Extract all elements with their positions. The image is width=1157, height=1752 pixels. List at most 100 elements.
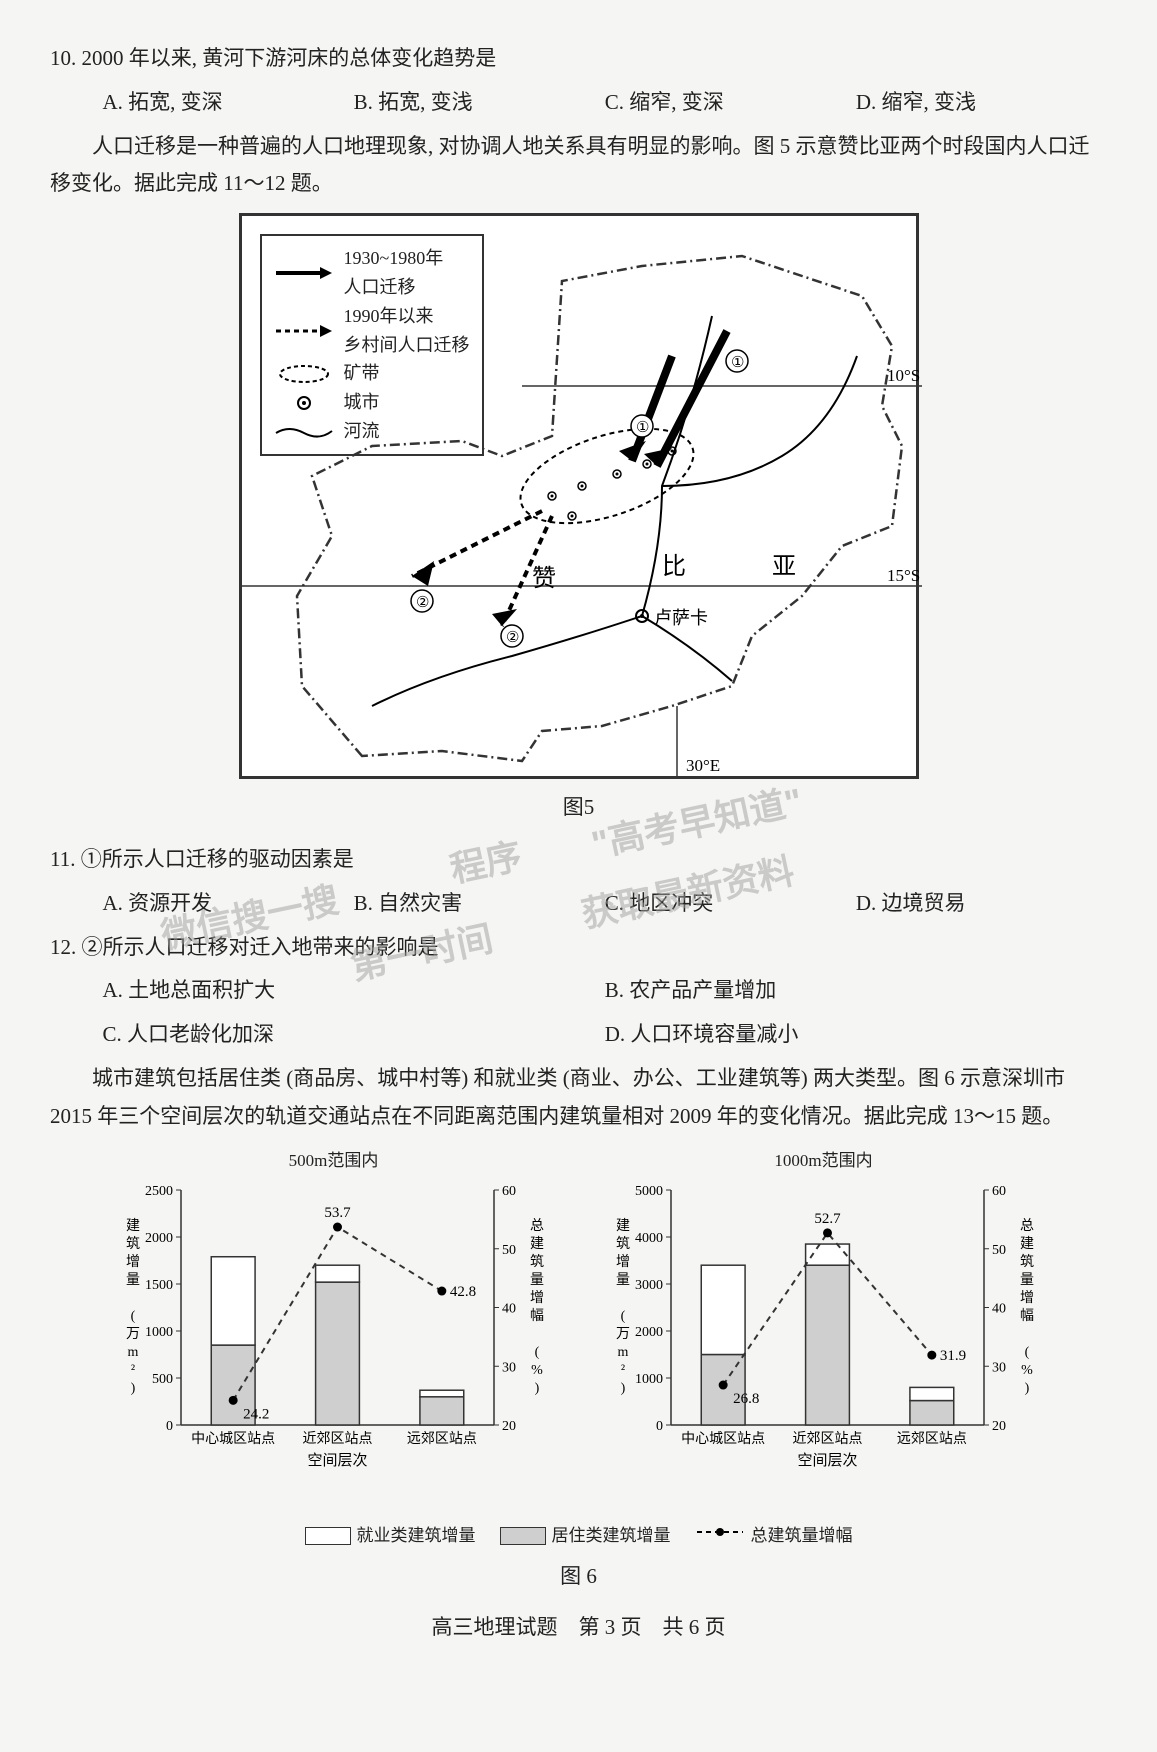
svg-text:m: m xyxy=(127,1345,138,1360)
svg-text:增: 增 xyxy=(126,1254,140,1270)
svg-text:%: % xyxy=(1021,1363,1033,1378)
question-11-options: A. 资源开发 B. 自然灾害 C. 地区冲突 D. 边境贸易 xyxy=(103,885,1108,923)
svg-text:建: 建 xyxy=(616,1218,630,1234)
passage-1-p1: 人口迁移是一种普遍的人口地理现象, 对协调人地关系具有明显的影响。图 5 示意赞… xyxy=(50,128,1107,204)
line-marker-icon xyxy=(695,1521,745,1552)
lusaka-label: 卢萨卡 xyxy=(654,608,708,628)
question-12-options-row1: A. 土地总面积扩大 B. 农产品产量增加 xyxy=(103,972,1108,1010)
svg-text:2000: 2000 xyxy=(635,1325,663,1340)
svg-text:24.2: 24.2 xyxy=(243,1406,269,1422)
option-12A: A. 土地总面积扩大 xyxy=(103,972,605,1010)
svg-text:): ) xyxy=(620,1381,625,1396)
legend-employment: 就业类建筑增量 xyxy=(305,1521,476,1552)
svg-text:42.8: 42.8 xyxy=(449,1284,475,1300)
svg-text:3000: 3000 xyxy=(635,1278,663,1293)
svg-text:): ) xyxy=(534,1381,539,1396)
svg-text:(: ( xyxy=(534,1345,539,1360)
svg-text:20: 20 xyxy=(502,1419,516,1434)
question-11-text: 11. ①所示人口迁移的驱动因素是 xyxy=(50,841,1107,879)
charts-wrap: 500m范围内 050010001500200025002030405060中心… xyxy=(50,1146,1107,1513)
svg-text:建: 建 xyxy=(530,1236,544,1252)
svg-text:30: 30 xyxy=(992,1360,1006,1375)
svg-text:总: 总 xyxy=(1020,1218,1034,1234)
svg-text:远郊区站点: 远郊区站点 xyxy=(406,1430,476,1447)
bi-char: 比 xyxy=(662,553,686,580)
svg-text:): ) xyxy=(1024,1381,1029,1396)
chart-500m: 500m范围内 050010001500200025002030405060中心… xyxy=(119,1146,549,1513)
svg-text:空间层次: 空间层次 xyxy=(797,1452,857,1469)
chart-1000m-svg: 0100020003000400050002030405060中心城区站点近郊区… xyxy=(609,1180,1039,1500)
svg-text:2000: 2000 xyxy=(145,1231,173,1246)
svg-text:增: 增 xyxy=(1020,1290,1034,1306)
chart-500m-svg: 050010001500200025002030405060中心城区站点近郊区站… xyxy=(119,1180,549,1500)
lat15-label: 15°S xyxy=(887,566,920,585)
option-11D: D. 边境贸易 xyxy=(856,885,1107,923)
chart-500m-title: 500m范围内 xyxy=(119,1146,549,1177)
svg-text:总: 总 xyxy=(530,1218,544,1234)
option-11C: C. 地区冲突 xyxy=(605,885,856,923)
question-10-options: A. 拓宽, 变深 B. 拓宽, 变浅 C. 缩窄, 变深 D. 缩窄, 变浅 xyxy=(103,84,1108,122)
svg-text:(: ( xyxy=(620,1309,625,1324)
svg-text:1000: 1000 xyxy=(635,1372,663,1387)
svg-text:筑: 筑 xyxy=(616,1236,630,1252)
svg-text:20: 20 xyxy=(992,1419,1006,1434)
question-10-text: 10. 2000 年以来, 黄河下游河床的总体变化趋势是 xyxy=(50,40,1107,78)
svg-text:幅: 幅 xyxy=(530,1308,544,1324)
svg-text:0: 0 xyxy=(656,1419,663,1434)
svg-text:建: 建 xyxy=(126,1218,140,1234)
option-12C: C. 人口老龄化加深 xyxy=(103,1016,605,1054)
svg-text:近郊区站点: 近郊区站点 xyxy=(792,1430,862,1447)
svg-text:30: 30 xyxy=(502,1360,516,1375)
passage-2: 城市建筑包括居住类 (商品房、城中村等) 和就业类 (商业、办公、工业建筑等) … xyxy=(50,1060,1107,1136)
svg-text:50: 50 xyxy=(992,1243,1006,1258)
svg-text:60: 60 xyxy=(502,1184,516,1199)
svg-text:增: 增 xyxy=(530,1290,544,1306)
svg-text:量: 量 xyxy=(616,1272,630,1288)
option-11B: B. 自然灾害 xyxy=(354,885,605,923)
lat10-label: 10°S xyxy=(887,366,920,385)
svg-text:远郊区站点: 远郊区站点 xyxy=(896,1430,966,1447)
svg-text:5000: 5000 xyxy=(635,1184,663,1199)
svg-text:中心城区站点: 中心城区站点 xyxy=(191,1431,275,1447)
svg-text:60: 60 xyxy=(992,1184,1006,1199)
svg-text:②: ② xyxy=(506,630,519,646)
legend-residential: 居住类建筑增量 xyxy=(500,1521,671,1552)
svg-text:4000: 4000 xyxy=(635,1231,663,1246)
svg-text:②: ② xyxy=(416,595,429,611)
svg-text:50: 50 xyxy=(502,1243,516,1258)
figure-5-wrap: 1930~1980年 人口迁移 1990年以来 乡村间人口迁移 xyxy=(50,213,1107,779)
arrow-2-b: ② xyxy=(411,511,542,612)
svg-text:(: ( xyxy=(1024,1345,1029,1360)
svg-text:26.8: 26.8 xyxy=(733,1391,759,1407)
swatch-white-icon xyxy=(305,1527,351,1545)
page-footer: 高三地理试题 第 3 页 共 6 页 xyxy=(50,1609,1107,1647)
svg-text:0: 0 xyxy=(166,1419,173,1434)
map-box: 1930~1980年 人口迁移 1990年以来 乡村间人口迁移 xyxy=(239,213,919,779)
svg-text:53.7: 53.7 xyxy=(324,1205,351,1221)
figure-6-caption: 图 6 xyxy=(50,1558,1107,1596)
svg-text:%: % xyxy=(531,1363,543,1378)
swatch-grey-icon xyxy=(500,1527,546,1545)
option-12B: B. 农产品产量增加 xyxy=(605,972,1107,1010)
svg-text:①: ① xyxy=(636,420,649,436)
chart-1000m-title: 1000m范围内 xyxy=(609,1146,1039,1177)
option-10D: D. 缩窄, 变浅 xyxy=(856,84,1107,122)
option-10B: B. 拓宽, 变浅 xyxy=(354,84,605,122)
ya-char: 亚 xyxy=(772,554,796,580)
svg-text:万: 万 xyxy=(616,1327,630,1342)
option-11A: A. 资源开发 xyxy=(103,885,354,923)
question-12-text: 12. ②所示人口迁移对迁入地带来的影响是 xyxy=(50,929,1107,967)
svg-text:筑: 筑 xyxy=(530,1254,544,1270)
svg-text:量: 量 xyxy=(1020,1272,1034,1288)
svg-text:筑: 筑 xyxy=(1020,1254,1034,1270)
svg-text:40: 40 xyxy=(992,1302,1006,1317)
passage-2-p1: 城市建筑包括居住类 (商品房、城中村等) 和就业类 (商业、办公、工业建筑等) … xyxy=(50,1060,1107,1136)
svg-text:增: 增 xyxy=(616,1254,630,1270)
svg-text:31.9: 31.9 xyxy=(939,1348,965,1364)
svg-text:52.7: 52.7 xyxy=(814,1211,841,1227)
svg-text:²: ² xyxy=(620,1363,624,1378)
svg-text:空间层次: 空间层次 xyxy=(307,1452,367,1469)
svg-text:幅: 幅 xyxy=(1020,1308,1034,1324)
svg-text:1000: 1000 xyxy=(145,1325,173,1340)
option-12D: D. 人口环境容量减小 xyxy=(605,1016,1107,1054)
